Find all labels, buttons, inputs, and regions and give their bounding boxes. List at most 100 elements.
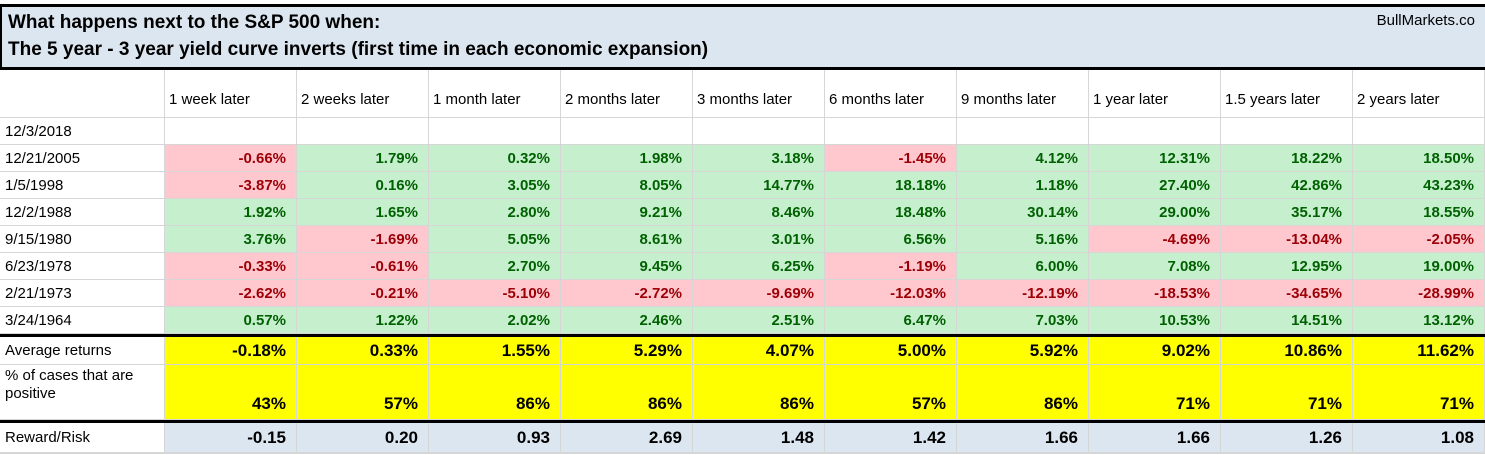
return-cell: 18.48% [825, 199, 957, 226]
bottom-margin-strip [0, 453, 1485, 455]
return-cell: 1.98% [561, 145, 693, 172]
column-header: 2 months later [561, 70, 693, 118]
return-cell: -1.69% [297, 226, 429, 253]
return-cell: 8.61% [561, 226, 693, 253]
reward-risk-cell: 0.20 [297, 423, 429, 453]
column-header: 1 month later [429, 70, 561, 118]
column-header: 2 years later [1353, 70, 1485, 118]
table-row: 6/23/1978 -0.33% -0.61% 2.70% 9.45% 6.25% -1.1… [0, 253, 1485, 280]
return-cell: 7.03% [957, 307, 1089, 334]
title-band: What happens next to the S&P 500 when: T… [0, 4, 1485, 70]
return-cell: -0.61% [297, 253, 429, 280]
return-cell: 12.31% [1089, 145, 1221, 172]
return-cell: -2.72% [561, 280, 693, 307]
return-cell: 35.17% [1221, 199, 1353, 226]
average-cell: 9.02% [1089, 337, 1221, 365]
column-header: 1 week later [165, 70, 297, 118]
average-returns-row: Average returns -0.18% 0.33% 1.55% 5.29% 4.07… [0, 337, 1485, 365]
return-cell: 9.45% [561, 253, 693, 280]
return-cell: 18.18% [825, 172, 957, 199]
return-cell: -1.19% [825, 253, 957, 280]
column-header: 3 months later [693, 70, 825, 118]
return-cell: 9.21% [561, 199, 693, 226]
return-cell: 12.95% [1221, 253, 1353, 280]
average-cell: 10.86% [1221, 337, 1353, 365]
reward-risk-cell: 0.93 [429, 423, 561, 453]
empty-cell [165, 118, 297, 145]
divider-above-average [0, 334, 1485, 337]
table-row: 12/21/2005 -0.66% 1.79% 0.32% 1.98% 3.18% -1.4… [0, 145, 1485, 172]
empty-cell [1353, 118, 1485, 145]
return-cell: 10.53% [1089, 307, 1221, 334]
return-cell: 2.80% [429, 199, 561, 226]
return-cell: -4.69% [1089, 226, 1221, 253]
empty-cell [297, 118, 429, 145]
pct-positive-cell: 86% [957, 365, 1089, 420]
return-cell: 7.08% [1089, 253, 1221, 280]
date-label: 12/2/1988 [0, 199, 165, 226]
corner-cell [0, 70, 165, 118]
return-cell: -13.04% [1221, 226, 1353, 253]
date-label: 12/3/2018 [0, 118, 165, 145]
return-cell: -0.21% [297, 280, 429, 307]
return-cell: 0.32% [429, 145, 561, 172]
table-row: 1/5/1998 -3.87% 0.16% 3.05% 8.05% 14.77% 18.18… [0, 172, 1485, 199]
return-cell: -12.03% [825, 280, 957, 307]
reward-risk-cell: 1.42 [825, 423, 957, 453]
return-cell: -12.19% [957, 280, 1089, 307]
summary-label: Reward/Risk [0, 423, 165, 453]
return-cell: 0.57% [165, 307, 297, 334]
table-row: 12/3/2018 [0, 118, 1485, 145]
empty-cell [825, 118, 957, 145]
empty-cell [1221, 118, 1353, 145]
date-label: 6/23/1978 [0, 253, 165, 280]
return-cell: 6.25% [693, 253, 825, 280]
return-cell: -1.45% [825, 145, 957, 172]
return-cell: 1.79% [297, 145, 429, 172]
return-cell: -9.69% [693, 280, 825, 307]
return-cell: 1.18% [957, 172, 1089, 199]
brand-label: BullMarkets.co [1376, 12, 1475, 29]
pct-positive-cell: 43% [165, 365, 297, 420]
return-cell: 6.00% [957, 253, 1089, 280]
return-cell: -2.05% [1353, 226, 1485, 253]
table-row: 12/2/1988 1.92% 1.65% 2.80% 9.21% 8.46% 18.48%… [0, 199, 1485, 226]
average-cell: 5.00% [825, 337, 957, 365]
column-header: 9 months later [957, 70, 1089, 118]
return-cell: 2.02% [429, 307, 561, 334]
column-header: 1 year later [1089, 70, 1221, 118]
return-cell: 30.14% [957, 199, 1089, 226]
return-cell: 18.50% [1353, 145, 1485, 172]
reward-risk-cell: 1.48 [693, 423, 825, 453]
empty-cell [1089, 118, 1221, 145]
return-cell: 6.56% [825, 226, 957, 253]
return-cell: -2.62% [165, 280, 297, 307]
pct-positive-cell: 86% [429, 365, 561, 420]
title-line-1: What happens next to the S&P 500 when: [8, 12, 381, 33]
column-header: 2 weeks later [297, 70, 429, 118]
return-cell: 3.01% [693, 226, 825, 253]
return-cell: 1.65% [297, 199, 429, 226]
return-cell: 3.18% [693, 145, 825, 172]
reward-risk-cell: 1.66 [957, 423, 1089, 453]
average-cell: 0.33% [297, 337, 429, 365]
return-cell: 43.23% [1353, 172, 1485, 199]
table-row: 9/15/1980 3.76% -1.69% 5.05% 8.61% 3.01% 6.56%… [0, 226, 1485, 253]
return-cell: 3.05% [429, 172, 561, 199]
return-cell: 8.46% [693, 199, 825, 226]
return-cell: 2.51% [693, 307, 825, 334]
return-cell: 5.05% [429, 226, 561, 253]
pct-positive-cell: 71% [1221, 365, 1353, 420]
pct-positive-cell: 86% [693, 365, 825, 420]
return-cell: 1.92% [165, 199, 297, 226]
empty-cell [429, 118, 561, 145]
reward-risk-row: Reward/Risk -0.15 0.20 0.93 2.69 1.48 1.42 1.66… [0, 423, 1485, 453]
average-cell: 1.55% [429, 337, 561, 365]
empty-cell [957, 118, 1089, 145]
column-header: 6 months later [825, 70, 957, 118]
return-cell: 2.70% [429, 253, 561, 280]
return-cell: -3.87% [165, 172, 297, 199]
return-cell: 18.22% [1221, 145, 1353, 172]
pct-positive-cell: 57% [297, 365, 429, 420]
